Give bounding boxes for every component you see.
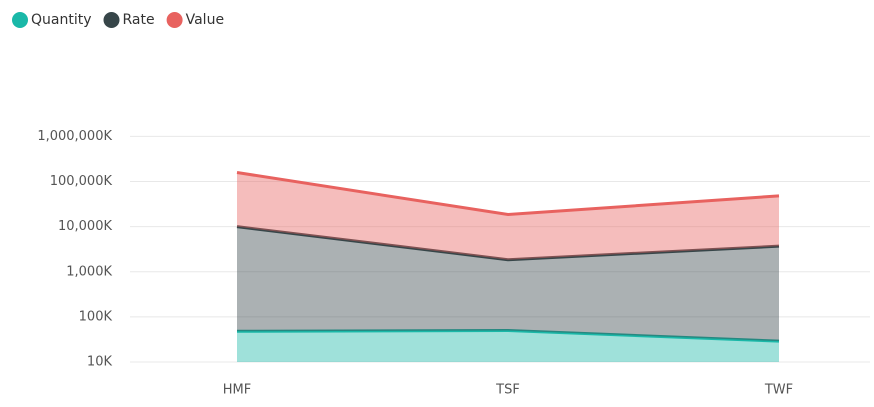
y-tick-label: 1,000,000K <box>37 129 112 144</box>
line <box>236 225 780 262</box>
y-tick-label: 10K <box>87 355 113 370</box>
area <box>237 330 779 362</box>
y-tick-label: 100,000K <box>50 174 113 189</box>
x-tick-label: TSF <box>495 383 520 398</box>
legend-marker <box>103 12 120 28</box>
legend-marker <box>166 12 183 28</box>
area <box>237 226 779 342</box>
y-tick-label: 1,000K <box>66 264 112 279</box>
legend-label: Quantity <box>31 12 92 28</box>
y-tick-label: 10,000K <box>58 219 112 234</box>
line <box>236 328 780 343</box>
y-tick-label: 100K <box>79 309 113 324</box>
legend-marker <box>12 12 28 28</box>
legend-label: Rate <box>123 12 155 28</box>
x-tick-label: HMF <box>223 383 251 398</box>
legend-label: Value <box>186 12 224 28</box>
x-tick-label: TWF <box>764 383 793 398</box>
line <box>236 171 780 217</box>
